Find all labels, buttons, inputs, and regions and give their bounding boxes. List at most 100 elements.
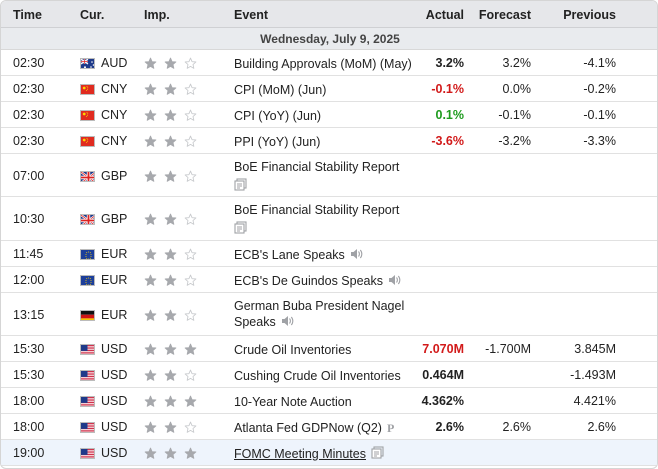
- table-row[interactable]: 19:00 USD FOMC Meeting Minutes: [1, 440, 657, 466]
- table-row[interactable]: 02:30 CNY CPI (MoM) (Jun) -0.1% 0.0% -0.2%: [1, 76, 657, 102]
- us-flag-icon: [80, 422, 95, 433]
- event-name[interactable]: ECB's Lane Speaks: [234, 248, 345, 262]
- currency-code: EUR: [101, 308, 128, 322]
- star-filled-icon: [164, 170, 177, 183]
- star-empty-icon: [184, 109, 197, 122]
- event-name[interactable]: BoE Financial Stability Report: [234, 203, 400, 217]
- header-event[interactable]: Event: [234, 8, 269, 22]
- document-icon[interactable]: [234, 221, 247, 238]
- event-name[interactable]: ECB's De Guindos Speaks: [234, 274, 383, 288]
- svg-text:P: P: [387, 421, 394, 433]
- event-cell: PPI (YoY) (Jun): [234, 134, 320, 150]
- us-flag-icon: [80, 448, 95, 459]
- table-row[interactable]: 07:00 GBP BoE Financial Stability Report: [1, 154, 657, 197]
- event-name[interactable]: CPI (YoY) (Jun): [234, 109, 322, 123]
- event-name-line2[interactable]: Speaks: [234, 315, 276, 329]
- star-empty-icon: [184, 57, 197, 70]
- event-time: 18:00: [13, 420, 45, 434]
- date-row: Wednesday, July 9, 2025: [1, 28, 657, 50]
- table-row[interactable]: 15:30 USD Cushing Crude Oil Inventories 0.4…: [1, 362, 657, 388]
- de-flag-icon: [80, 310, 95, 321]
- importance-stars: [144, 274, 204, 290]
- cn-flag-icon: [80, 84, 95, 95]
- importance-stars: [144, 248, 204, 264]
- table-row[interactable]: 15:30 USD Crude Oil Inventories 7.070M -1.70…: [1, 336, 657, 362]
- forecast-value: 3.2%: [502, 56, 532, 70]
- gb-flag-icon: [80, 214, 95, 225]
- star-filled-icon: [184, 395, 197, 408]
- event-time: 15:30: [13, 368, 45, 382]
- currency-code: USD: [101, 446, 128, 460]
- event-cell: German Buba President Nagel Speaks: [234, 298, 404, 331]
- currency-code: CNY: [101, 82, 128, 96]
- table-row[interactable]: 10:30 GBP BoE Financial Stability Report: [1, 197, 657, 241]
- document-icon[interactable]: [371, 446, 384, 463]
- star-filled-icon: [144, 213, 157, 226]
- us-flag-icon: [80, 344, 95, 355]
- table-row[interactable]: 02:30 CNY CPI (YoY) (Jun) 0.1% -0.1% -0.1%: [1, 102, 657, 128]
- document-icon[interactable]: [234, 178, 247, 195]
- table-row[interactable]: 02:30 AUD Building Approvals (MoM) (May) 3.…: [1, 50, 657, 76]
- event-name[interactable]: Cushing Crude Oil Inventories: [234, 369, 401, 383]
- table-row[interactable]: 13:15 EUR German Buba President Nagel Speak…: [1, 293, 657, 336]
- star-empty-icon: [184, 421, 197, 434]
- eu-flag-icon: [80, 275, 95, 286]
- event-name[interactable]: CPI (MoM) (Jun): [234, 83, 327, 97]
- star-empty-icon: [184, 369, 197, 382]
- star-empty-icon: [184, 274, 197, 287]
- table-row[interactable]: 18:00 USD Atlanta Fed GDPNow (Q2) P 2.6% 2.6%…: [1, 414, 657, 440]
- importance-stars: [144, 109, 204, 125]
- event-name[interactable]: German Buba President Nagel: [234, 299, 405, 313]
- event-name[interactable]: BoE Financial Stability Report: [234, 160, 400, 174]
- star-filled-icon: [144, 369, 157, 382]
- star-empty-icon: [184, 213, 197, 226]
- event-cell: BoE Financial Stability Report: [234, 202, 399, 238]
- importance-stars: [144, 83, 204, 99]
- table-row[interactable]: 02:30 CNY PPI (YoY) (Jun) -3.6% -3.2% -3.3%: [1, 128, 657, 154]
- speaker-icon[interactable]: [350, 248, 363, 264]
- header-actual[interactable]: Actual: [425, 8, 464, 22]
- importance-stars: [144, 343, 204, 359]
- cn-flag-icon: [80, 136, 95, 147]
- star-filled-icon: [144, 135, 157, 148]
- actual-value: 3.2%: [435, 56, 465, 70]
- table-row[interactable]: 11:45 EUR ECB's Lane Speaks: [1, 241, 657, 267]
- star-filled-icon: [164, 395, 177, 408]
- currency-code: CNY: [101, 108, 128, 122]
- event-time: 10:30: [13, 212, 45, 226]
- importance-stars: [144, 395, 204, 411]
- event-time: 02:30: [13, 108, 45, 122]
- star-filled-icon: [164, 343, 177, 356]
- header-previous[interactable]: Previous: [563, 8, 616, 22]
- speaker-icon[interactable]: [388, 274, 401, 290]
- header-time[interactable]: Time: [13, 8, 42, 22]
- star-filled-icon: [164, 447, 177, 460]
- importance-stars: [144, 447, 204, 463]
- forecast-value: 2.6%: [502, 420, 532, 434]
- table-row[interactable]: 18:00 USD 10-Year Note Auction 4.362% 4.421%: [1, 388, 657, 414]
- speaker-icon[interactable]: [281, 315, 294, 331]
- event-time: 02:30: [13, 82, 45, 96]
- star-filled-icon: [144, 248, 157, 261]
- event-name[interactable]: FOMC Meeting Minutes: [234, 447, 366, 461]
- event-name[interactable]: 10-Year Note Auction: [234, 395, 352, 409]
- event-cell: ECB's Lane Speaks: [234, 247, 363, 264]
- event-name[interactable]: Building Approvals (MoM) (May): [234, 57, 412, 71]
- table-row[interactable]: 12:00 EUR ECB's De Guindos Speaks: [1, 267, 657, 293]
- header-importance[interactable]: Imp.: [144, 8, 170, 22]
- currency-code: USD: [101, 368, 128, 382]
- actual-value: 2.6%: [435, 420, 465, 434]
- table-header: Time Cur. Imp. Event Actual Forecast Pre…: [1, 1, 657, 28]
- header-currency[interactable]: Cur.: [80, 8, 105, 22]
- au-flag-icon: [80, 58, 95, 69]
- preliminary-icon[interactable]: P: [387, 421, 397, 437]
- star-filled-icon: [184, 447, 197, 460]
- star-filled-icon: [164, 57, 177, 70]
- event-name[interactable]: Atlanta Fed GDPNow (Q2): [234, 421, 382, 435]
- star-filled-icon: [144, 109, 157, 122]
- event-name[interactable]: Crude Oil Inventories: [234, 343, 352, 357]
- header-forecast[interactable]: Forecast: [478, 8, 531, 22]
- event-name[interactable]: PPI (YoY) (Jun): [234, 135, 321, 149]
- currency-code: CNY: [101, 134, 128, 148]
